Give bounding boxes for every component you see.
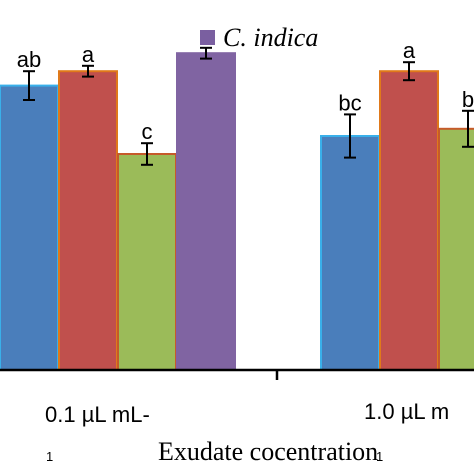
category-label-1: 1.0 µL m 1 — [364, 399, 449, 464]
error-bar-series2-cat1 — [462, 109, 474, 148]
error-bar-series1-cat1 — [403, 61, 415, 82]
bar-series0-cat0 — [0, 84, 59, 371]
error-bars-layer — [23, 46, 474, 166]
significance-label-series1-cat0: a — [82, 42, 95, 67]
bar-series3-cat0 — [176, 52, 236, 371]
bar-series0-cat1 — [320, 135, 380, 371]
error-bar-series0-cat0 — [23, 70, 35, 101]
bar-series2-cat1 — [438, 127, 474, 371]
legend: C. indica — [200, 23, 318, 52]
bar-series2-cat0 — [117, 153, 177, 371]
category-label-0: 0.1 µL mL- 1 — [45, 402, 150, 464]
significance-label-series2-cat0: c — [142, 119, 153, 144]
significance-label-series2-cat1: b — [462, 87, 474, 112]
x-axis-title: Exudate cocentration — [158, 437, 378, 466]
category-label-0-line1: 0.1 µL mL- — [45, 402, 150, 427]
error-bar-series0-cat1 — [344, 113, 356, 159]
significance-label-series0-cat1: bc — [338, 90, 361, 115]
category-label-0-line2: 1 — [46, 449, 53, 464]
error-bar-series1-cat0 — [82, 64, 94, 78]
legend-swatch-c-indica — [200, 30, 215, 45]
legend-label-c-indica: C. indica — [223, 23, 318, 52]
bar-series1-cat1 — [379, 70, 439, 371]
significance-label-series1-cat1: a — [403, 38, 416, 63]
significance-labels-layer: abbcaacba — [17, 24, 474, 144]
error-bar-series2-cat0 — [141, 142, 153, 166]
bars-layer — [0, 52, 474, 371]
significance-label-series0-cat0: ab — [17, 47, 41, 72]
category-label-1-line1: 1.0 µL m — [364, 399, 449, 424]
category-label-1-line2: 1 — [376, 449, 383, 464]
error-bar-series3-cat0 — [200, 46, 212, 60]
bar-series1-cat0 — [58, 70, 118, 371]
